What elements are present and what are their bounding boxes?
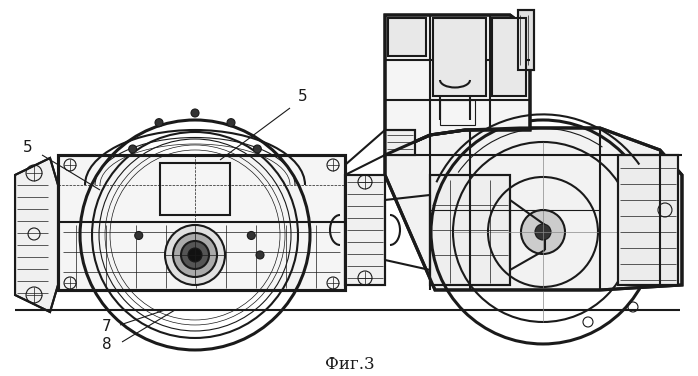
Bar [618, 155, 678, 285]
Bar [385, 130, 415, 155]
Bar [385, 130, 415, 155]
Circle shape [173, 233, 217, 277]
Text: 8: 8 [102, 338, 112, 352]
Circle shape [128, 145, 137, 153]
Circle shape [188, 248, 202, 262]
Polygon shape [385, 15, 530, 155]
Bar [433, 18, 486, 96]
Bar [388, 18, 426, 56]
Text: Фиг.3: Фиг.3 [325, 356, 375, 373]
Polygon shape [15, 158, 58, 312]
Circle shape [521, 210, 565, 254]
Circle shape [227, 119, 235, 127]
Bar [58, 155, 345, 290]
Bar [518, 10, 534, 70]
Bar [160, 163, 230, 215]
Circle shape [253, 145, 261, 153]
Circle shape [191, 109, 199, 117]
Circle shape [165, 225, 225, 285]
Bar [430, 175, 510, 285]
Bar [440, 100, 475, 125]
Bar [58, 155, 345, 290]
Bar [518, 10, 534, 70]
Bar [430, 175, 510, 285]
Circle shape [181, 241, 209, 269]
Bar [492, 18, 526, 96]
Text: 5: 5 [298, 89, 308, 105]
Text: 5: 5 [23, 141, 33, 156]
Circle shape [535, 224, 551, 240]
Circle shape [247, 232, 255, 240]
Circle shape [135, 232, 142, 240]
Polygon shape [345, 175, 385, 285]
Polygon shape [385, 128, 682, 290]
Circle shape [155, 119, 163, 127]
Bar [618, 155, 678, 285]
Text: 7: 7 [102, 320, 112, 335]
Circle shape [256, 251, 264, 259]
